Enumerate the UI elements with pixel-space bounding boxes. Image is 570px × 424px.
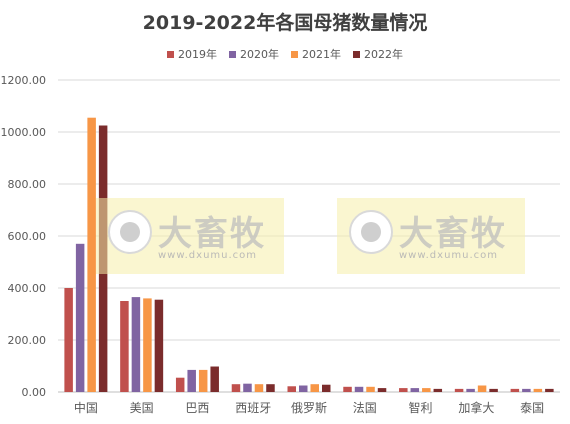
bar — [154, 299, 164, 392]
y-tick-label: 1000.00 — [1, 126, 47, 139]
x-tick-label: 智利 — [409, 400, 433, 415]
legend-item-2022: 2022年 — [353, 46, 403, 62]
watermark-logo-icon — [349, 210, 393, 254]
bar — [75, 243, 85, 392]
legend-label-2020: 2020年 — [240, 48, 279, 61]
bar — [545, 388, 554, 392]
bar — [175, 377, 185, 392]
bar — [254, 384, 264, 392]
bar — [231, 384, 241, 392]
bar — [131, 297, 141, 392]
chart-title: 2019-2022年各国母猪数量情况 — [142, 12, 428, 34]
bar — [87, 117, 96, 392]
bar — [454, 388, 464, 392]
watermark-logo-icon — [108, 210, 152, 254]
x-tick-label: 俄罗斯 — [291, 401, 327, 415]
bar — [187, 369, 196, 392]
legend-item-2020: 2020年 — [229, 46, 279, 62]
bar — [533, 388, 543, 392]
bar — [198, 369, 208, 392]
legend-label-2019: 2019年 — [178, 48, 217, 61]
legend-item-2019: 2019年 — [167, 46, 217, 62]
watermark-url: www.dxumu.com — [399, 250, 499, 261]
x-tick-label: 加拿大 — [458, 400, 494, 415]
bar — [322, 384, 331, 392]
legend-swatch-2022 — [353, 50, 360, 58]
y-tick-label: 1200.00 — [1, 74, 47, 87]
watermark-left: 大畜牧 www.dxumu.com — [96, 198, 284, 274]
x-tick-label: 西班牙 — [235, 401, 271, 415]
x-tick-label: 法国 — [353, 401, 377, 415]
bar — [466, 388, 475, 392]
legend-swatch-2020 — [229, 50, 236, 58]
legend-label-2022: 2022年 — [364, 48, 403, 61]
bar — [266, 384, 275, 392]
bar — [299, 385, 308, 392]
bar — [310, 384, 319, 392]
bar — [243, 383, 252, 392]
legend: 2019年 2020年 2021年 2022年 — [0, 46, 570, 62]
legend-swatch-2019 — [167, 50, 174, 58]
x-tick-label: 美国 — [130, 401, 154, 415]
bar — [377, 388, 387, 392]
watermark-brand: 大畜牧 — [158, 214, 266, 254]
bar — [366, 386, 375, 392]
y-tick-label: 0.00 — [22, 386, 47, 399]
bar — [287, 386, 296, 392]
x-tick-label: 巴西 — [185, 401, 209, 415]
x-tick-label: 中国 — [74, 400, 98, 415]
bar — [399, 388, 408, 392]
x-tick-label: 泰国 — [520, 401, 544, 415]
legend-label-2021: 2021年 — [302, 48, 341, 61]
watermark-right: 大畜牧 www.dxumu.com — [337, 198, 525, 274]
bar — [64, 288, 73, 392]
bar — [410, 388, 420, 392]
y-tick-label: 200.00 — [8, 334, 47, 347]
y-tick-label: 600.00 — [8, 230, 47, 243]
bar — [120, 301, 129, 392]
bar — [210, 366, 219, 392]
y-tick-label: 400.00 — [8, 282, 47, 295]
bar — [522, 388, 531, 392]
legend-item-2021: 2021年 — [291, 46, 341, 62]
watermark-brand: 大畜牧 — [399, 214, 507, 254]
bar — [477, 385, 487, 392]
bar — [143, 298, 152, 392]
bar — [422, 388, 431, 392]
legend-swatch-2021 — [291, 50, 298, 58]
bar — [510, 388, 520, 392]
bar — [489, 388, 498, 392]
bar — [433, 388, 443, 392]
y-tick-label: 800.00 — [8, 178, 47, 191]
bar — [343, 386, 352, 392]
bar — [354, 386, 364, 392]
watermark-url: www.dxumu.com — [158, 250, 258, 261]
